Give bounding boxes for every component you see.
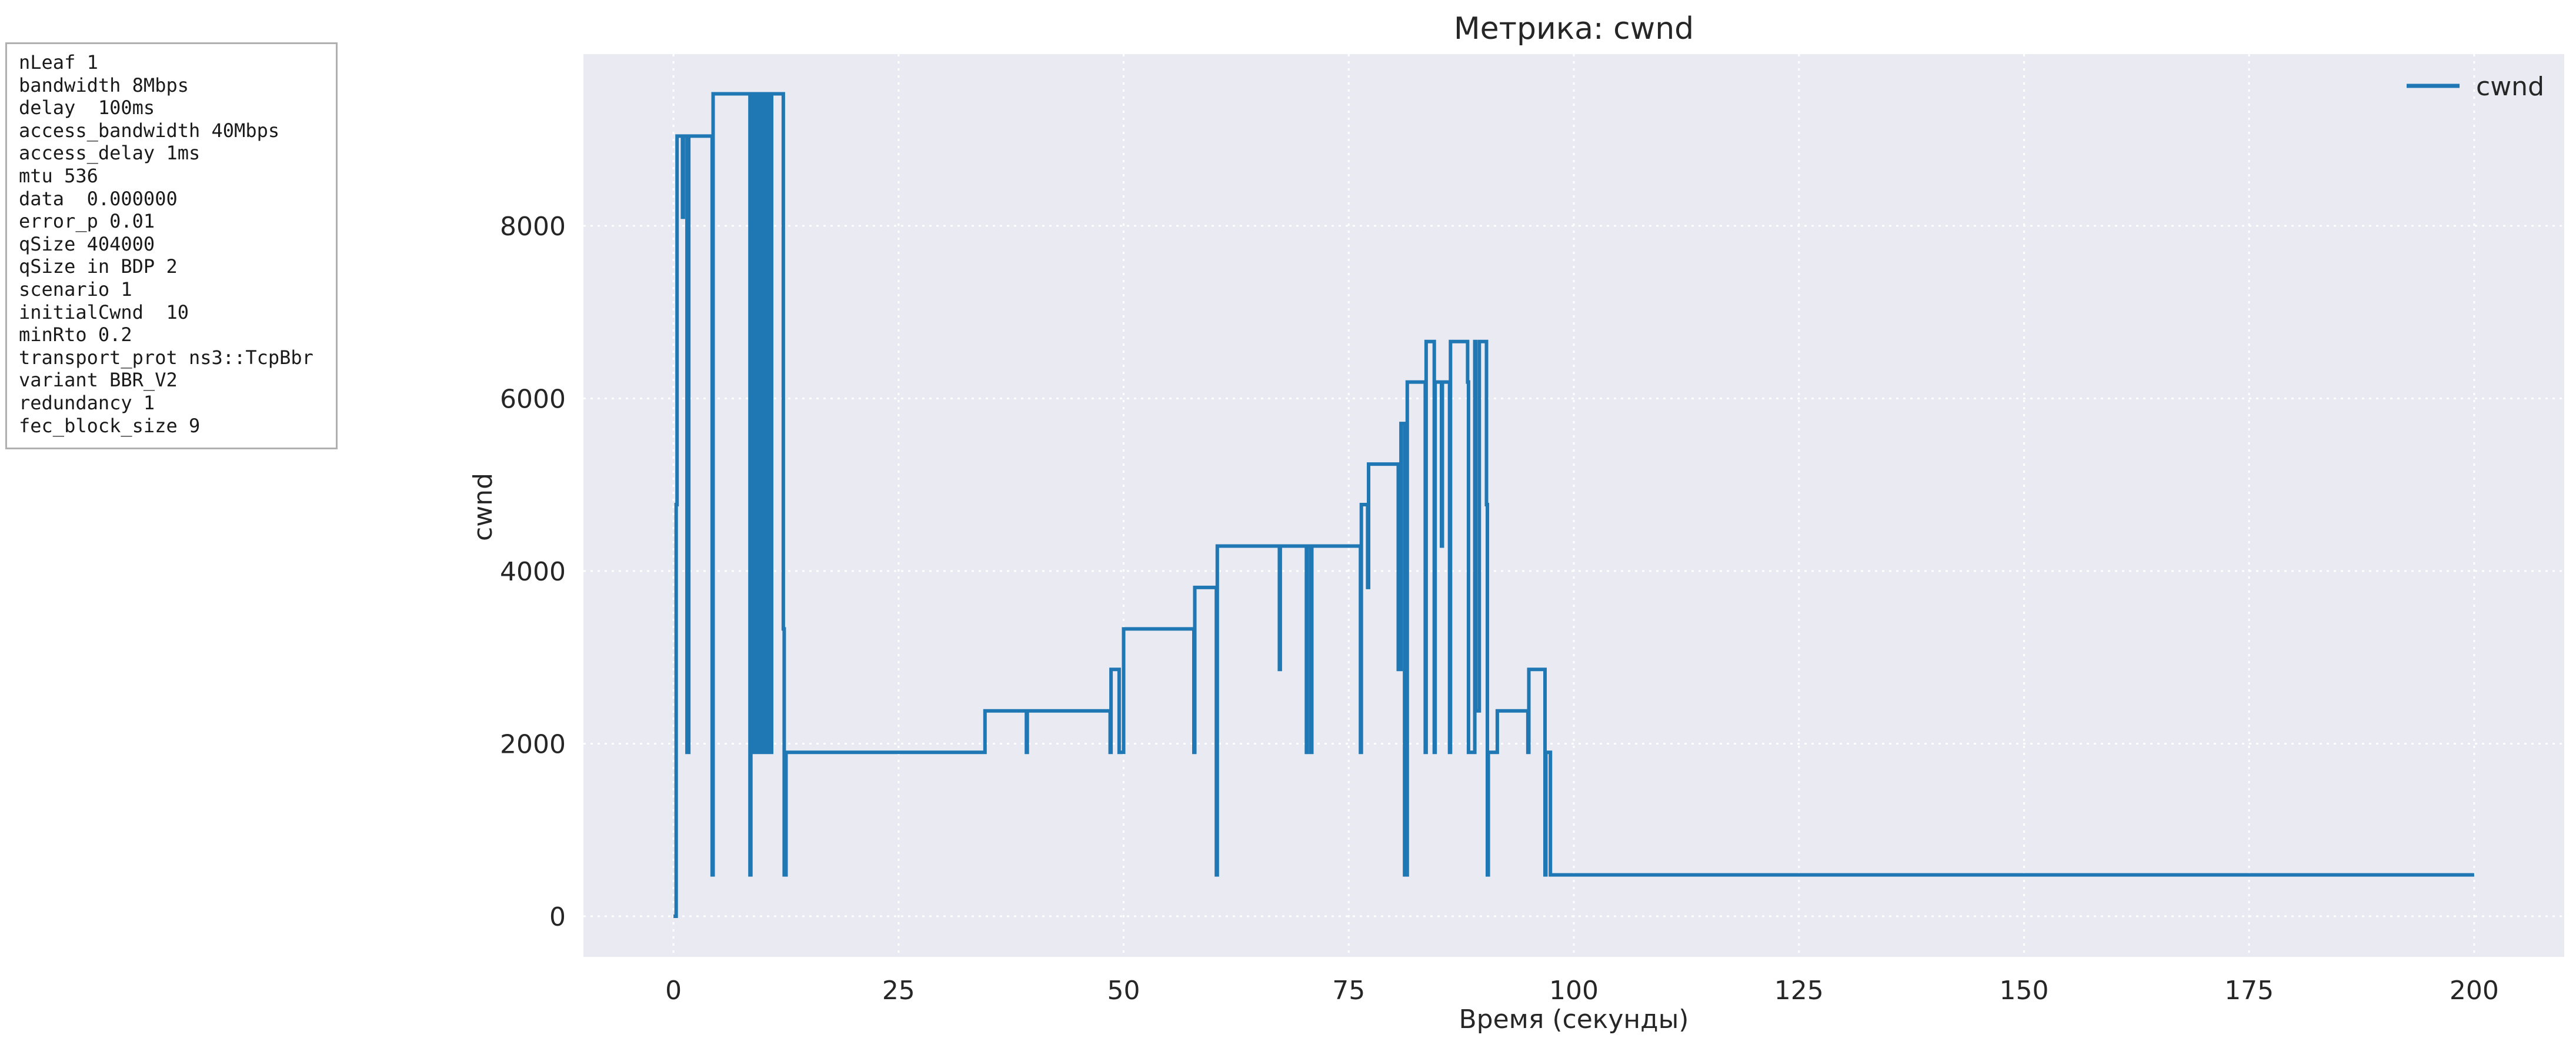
legend: cwnd [2407,72,2544,102]
param-line: qSize 404000 [19,232,155,255]
y-tick-label: 8000 [500,212,566,242]
param-line: fec_block_size 9 [19,414,201,437]
x-tick-label: 200 [2450,976,2499,1006]
x-tick-label: 175 [2224,976,2274,1006]
param-line: redundancy 1 [19,391,155,414]
param-line: variant BBR_V2 [19,369,178,392]
y-tick-label: 2000 [500,730,566,760]
param-line: access_delay 1ms [19,142,201,165]
grid [583,54,2564,957]
x-tick-label: 100 [1549,976,1599,1006]
param-line: data 0.000000 [19,187,178,210]
param-line: bandwidth 8Mbps [19,74,189,96]
param-line: transport_prot ns3::TcpBbr [19,346,313,369]
x-tick-label: 150 [1999,976,2048,1006]
x-tick-label: 25 [882,976,915,1006]
legend-label-cwnd: cwnd [2476,72,2544,102]
y-axis-label: cwnd [468,473,498,541]
param-line: minRto 0.2 [19,323,132,346]
x-tick-label: 125 [1774,976,1824,1006]
series-line-cwnd [673,92,2474,918]
x-tick-label: 75 [1332,976,1365,1006]
series-layer [673,92,2474,918]
x-tick-label: 0 [665,976,682,1006]
chart-title: Метрика: cwnd [1454,11,1694,46]
x-tick-label: 50 [1107,976,1140,1006]
param-line: delay 100ms [19,96,155,119]
param-line: access_bandwidth 40Mbps [19,119,280,142]
param-line: initialCwnd 10 [19,301,189,323]
param-line: scenario 1 [19,278,132,301]
y-tick-label: 6000 [500,385,566,415]
param-line: qSize in BDP 2 [19,255,178,278]
y-tick-label: 0 [549,902,566,932]
param-line: mtu 536 [19,164,98,187]
y-tick-label: 4000 [500,557,566,587]
params-box: nLeaf 1 bandwidth 8Mbps delay 100ms access_… [5,42,338,449]
param-line: nLeaf 1 [19,51,98,74]
param-line: error_p 0.01 [19,210,155,233]
x-axis-label: Время (секунды) [1459,1004,1689,1034]
